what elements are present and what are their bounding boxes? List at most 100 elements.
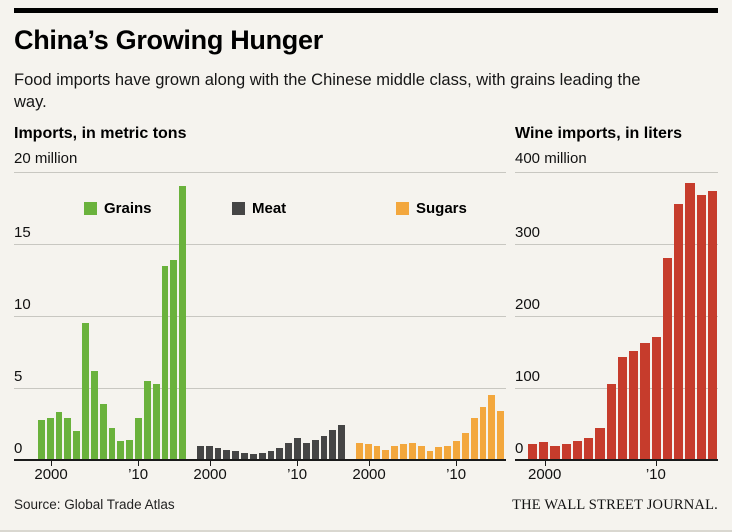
x-tick-label-meat-2000: 2000 [193, 466, 227, 483]
x-tick-meat-2000 [210, 461, 212, 466]
bar-grains-2002 [64, 418, 72, 460]
bar-wine-2001 [550, 445, 560, 460]
bar-grains-2013 [161, 265, 169, 460]
x-tick-label-grains-2000: 2000 [34, 466, 68, 483]
y-axis-label-200: 200 [515, 296, 541, 313]
bar-wine-2014 [696, 195, 706, 460]
bar-meat-2008 [276, 448, 284, 460]
source-note: Source: Global Trade Atlas [14, 497, 175, 512]
bar-grains-2008 [117, 441, 125, 460]
x-tick-sugars-10 [456, 461, 458, 466]
bar-meat-2012 [311, 439, 319, 460]
bar-meat-2001 [214, 448, 222, 460]
x-tick-label-grains-10: ’10 [128, 466, 149, 483]
bar-meat-2013 [320, 435, 328, 460]
x-tick-grains-10 [138, 461, 140, 466]
bar-grains-2012 [152, 383, 160, 460]
x-tick-meat-10 [297, 461, 299, 466]
bar-grains-2001 [55, 412, 63, 460]
bar-sugars-2003 [391, 445, 399, 460]
gridline-400 [515, 172, 718, 173]
page-subtitle: Food imports have grown along with the C… [14, 71, 641, 111]
bar-meat-1999 [197, 445, 204, 460]
bar-wine-2006 [606, 384, 616, 460]
bar-wine-2013 [685, 182, 695, 460]
metric-tons-plot-area: Grains Meat Sugars 0 5 10 15 [14, 172, 506, 461]
bar-wine-2009 [640, 342, 650, 460]
legend-item-meat: Meat [232, 200, 286, 217]
bar-sugars-1999 [356, 442, 363, 460]
bar-grains-2009 [126, 439, 134, 460]
wine-bar-groups [528, 172, 717, 460]
bar-wine-2004 [584, 437, 594, 460]
y-axis-label-15: 15 [14, 224, 31, 241]
top-rule [14, 8, 718, 13]
bar-wine-2010 [651, 336, 661, 460]
bar-wine-2003 [572, 441, 583, 460]
bar-grains-2006 [99, 403, 107, 460]
bar-sugars-2008 [435, 447, 443, 460]
x-tick-label-sugars-10: ’10 [446, 466, 467, 483]
bar-sugars-2013 [479, 406, 487, 460]
metric-tons-y-axis-top-label: 20 million [14, 150, 78, 167]
x-tick-wine-2000 [544, 461, 546, 466]
x-tick-wine-10 [655, 461, 657, 466]
legend-item-grains: Grains [84, 200, 152, 217]
gridline-10 [14, 316, 506, 317]
meat-color-swatch [232, 202, 245, 215]
bar-meat-2011 [302, 442, 310, 460]
bar-meat-2000 [205, 445, 213, 460]
wine-plot-area: 0 100 200 300 [515, 172, 718, 461]
bar-group-wine [528, 172, 717, 460]
x-tick-label-meat-10: ’10 [287, 466, 308, 483]
bar-wine-2008 [629, 350, 639, 460]
y-axis-label-10: 10 [14, 296, 31, 313]
bar-grains-2014 [170, 259, 178, 460]
gridline-300 [515, 244, 718, 245]
bar-grains-2003 [73, 431, 81, 460]
metric-tons-chart-title: Imports, in metric tons [14, 125, 187, 142]
gridline-20 [14, 172, 506, 173]
bar-sugars-2002 [382, 449, 390, 460]
bar-grains-1999 [38, 419, 45, 460]
metric-tons-x-axis-groups: 2000 ’10 2000 ’10 2000 ’10 [34, 461, 504, 485]
sugars-color-swatch [396, 202, 409, 215]
bar-meat-2006 [258, 452, 266, 460]
bar-sugars-2005 [408, 442, 416, 460]
bar-meat-2002 [223, 449, 231, 460]
bar-wine-2015 [707, 190, 717, 460]
bar-wine-2000 [539, 442, 549, 460]
bottom-edge-rule [0, 530, 732, 532]
bar-grains-2000 [46, 418, 54, 460]
x-tick-label-sugars-2000: 2000 [352, 466, 386, 483]
x-axis-group-sugars: 2000 ’10 [352, 461, 504, 485]
metric-tons-bar-groups [38, 172, 505, 460]
bar-meat-2003 [232, 451, 240, 460]
bar-meat-2010 [294, 438, 301, 460]
y-axis-label-300: 300 [515, 224, 541, 241]
x-tick-grains-2000 [51, 461, 53, 466]
bar-wine-2012 [674, 204, 684, 460]
bar-group-meat [197, 172, 346, 460]
bar-sugars-2011 [461, 432, 469, 460]
legend-label-meat: Meat [252, 200, 287, 217]
x-axis-group-meat: 2000 ’10 [193, 461, 345, 485]
bar-grains-2015 [179, 186, 187, 460]
grains-color-swatch [84, 202, 97, 215]
bar-grains-2005 [90, 370, 98, 460]
x-axis-group-grains: 2000 ’10 [34, 461, 186, 485]
gridline-0 [515, 459, 718, 461]
bar-sugars-2009 [444, 445, 452, 460]
legend-label-grains: Grains [104, 200, 152, 217]
bar-wine-1999 [528, 444, 538, 460]
bar-meat-2004 [241, 452, 248, 460]
bar-wine-2011 [662, 258, 673, 460]
bar-wine-2002 [561, 444, 571, 460]
bar-wine-2007 [617, 357, 628, 460]
bar-sugars-2012 [470, 418, 478, 460]
gridline-100 [515, 388, 718, 389]
gridline-15 [14, 244, 506, 245]
footer: Source: Global Trade Atlas THE WALL STRE… [14, 497, 718, 514]
gridline-5 [14, 388, 506, 389]
y-axis-label-0: 0 [14, 440, 23, 457]
